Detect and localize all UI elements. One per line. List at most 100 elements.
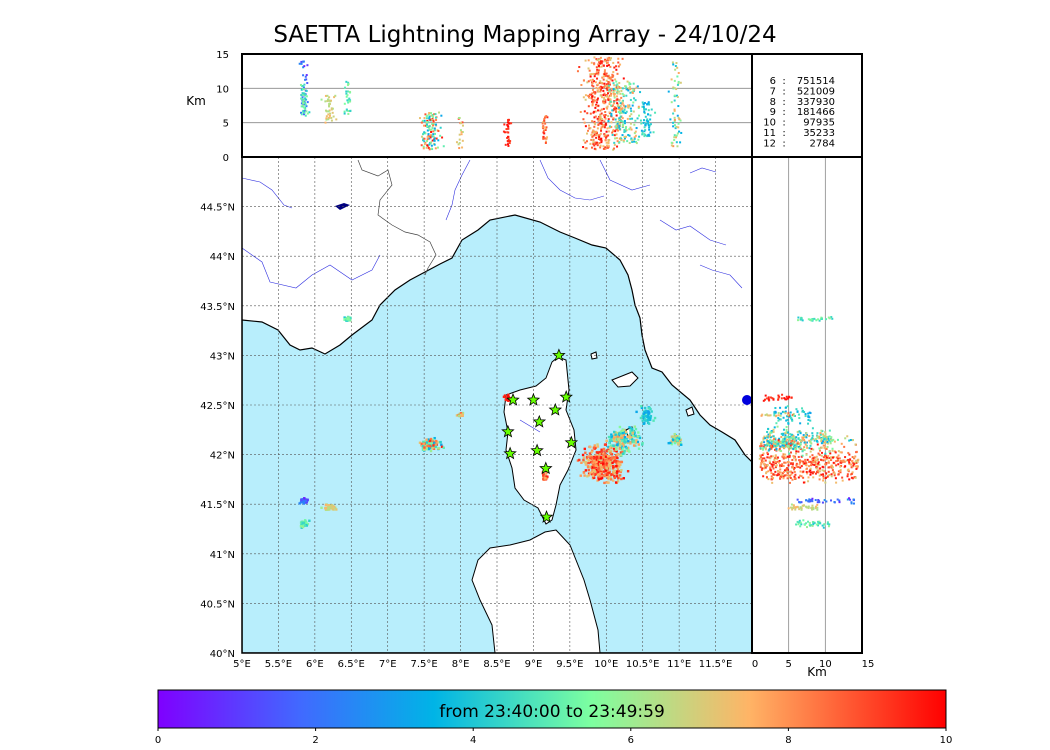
source-point (778, 440, 781, 443)
source-point (602, 145, 605, 148)
source-point (791, 508, 794, 511)
source-point (599, 56, 602, 59)
source-point (772, 398, 775, 401)
source-point (602, 75, 605, 78)
source-point (434, 445, 438, 448)
source-point (436, 146, 439, 149)
source-point (782, 475, 785, 478)
count-stations: 6 (770, 76, 776, 87)
source-point (762, 452, 765, 455)
source-point (600, 141, 603, 144)
source-point (812, 318, 815, 321)
source-point (794, 458, 797, 461)
side-frame (751, 156, 863, 654)
source-point (804, 415, 807, 418)
source-point (805, 506, 808, 509)
source-point (301, 522, 304, 525)
source-point (676, 83, 679, 86)
source-point (823, 435, 826, 438)
source-point (855, 467, 858, 470)
source-point (786, 418, 789, 421)
count-sources: 751514 (797, 76, 835, 87)
source-point (546, 475, 549, 478)
source-point (814, 460, 817, 463)
source-point (605, 79, 608, 82)
source-point (428, 143, 431, 146)
source-point (760, 414, 763, 417)
source-point (805, 444, 808, 447)
source-point (330, 119, 333, 122)
source-point (679, 441, 682, 445)
source-point (631, 104, 634, 107)
source-point (783, 461, 786, 464)
source-point (673, 441, 677, 445)
source-point (437, 129, 440, 132)
source-point (795, 450, 798, 453)
count-stations: 10 (763, 118, 776, 129)
source-point (824, 452, 827, 455)
source-point (606, 454, 610, 458)
source-point (822, 456, 825, 459)
source-point (606, 62, 609, 65)
source-point (430, 442, 433, 445)
source-point (625, 135, 628, 138)
source-point (811, 432, 814, 435)
source-point (768, 432, 771, 435)
source-point (634, 119, 637, 122)
source-point (821, 524, 824, 527)
source-point (821, 501, 824, 504)
x-tick-label: 7.5°E (411, 659, 438, 670)
source-point (643, 411, 647, 414)
source-point (586, 475, 589, 478)
source-point (778, 395, 781, 398)
source-point (628, 450, 631, 453)
source-point (629, 126, 632, 129)
source-point (328, 99, 331, 102)
source-point (808, 447, 811, 450)
source-point (762, 448, 765, 451)
source-point (604, 117, 607, 120)
source-point (672, 145, 675, 148)
source-point (585, 140, 588, 143)
source-point (600, 472, 603, 475)
source-point (621, 438, 625, 441)
source-point (628, 434, 631, 437)
source-point (769, 434, 772, 437)
source-point (856, 465, 859, 468)
y-tick-label: 40.5°N (200, 599, 235, 610)
source-point (785, 468, 788, 471)
source-point (641, 419, 644, 422)
source-point (595, 464, 598, 467)
source-point (597, 470, 600, 474)
source-point (620, 477, 623, 481)
source-point (596, 68, 599, 71)
source-point (770, 469, 773, 472)
map-sources (298, 315, 683, 529)
source-point (620, 111, 623, 114)
source-point (616, 129, 619, 132)
source-point (602, 462, 605, 465)
source-point (807, 418, 810, 421)
source-point (424, 113, 427, 116)
source-point (611, 444, 614, 447)
source-point (820, 437, 823, 440)
source-point (425, 146, 428, 149)
source-point (615, 466, 619, 469)
source-point (791, 466, 794, 469)
station-marker (532, 414, 547, 428)
source-point (603, 71, 606, 74)
source-point (300, 113, 303, 116)
source-point (812, 508, 815, 511)
source-point (768, 466, 771, 469)
source-point (824, 458, 827, 461)
source-point (459, 129, 462, 132)
source-point (811, 434, 814, 437)
source-point (324, 503, 328, 507)
source-point (631, 139, 634, 142)
source-point (598, 81, 601, 84)
source-point (787, 431, 790, 434)
source-point (648, 103, 651, 106)
source-point (621, 102, 624, 105)
